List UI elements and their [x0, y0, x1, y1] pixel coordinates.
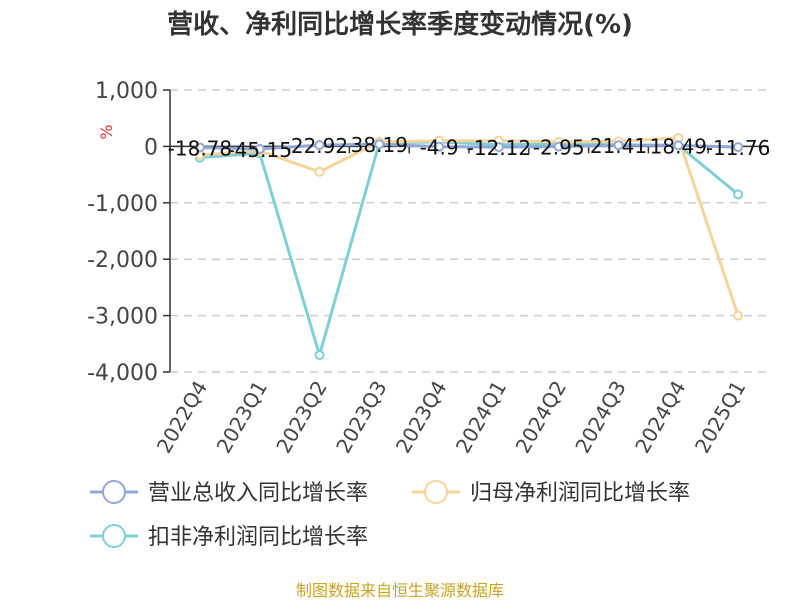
series-point — [553, 141, 564, 152]
legend-marker — [102, 480, 126, 504]
data-label: 38.19 — [351, 133, 408, 157]
y-tick-label: -1,000 — [87, 192, 158, 217]
y-tick-label: -2,000 — [87, 248, 158, 273]
series-point — [374, 139, 385, 150]
data-label: -18.78 — [168, 136, 232, 160]
x-tick-label: 2024Q1 — [451, 377, 511, 458]
data-label: 22.92 — [291, 134, 348, 158]
series-point — [673, 140, 684, 151]
x-tick-label: 2025Q1 — [690, 377, 750, 458]
y-tick-label: -4,000 — [87, 361, 158, 386]
series-point — [613, 140, 624, 151]
x-tick-label: 2023Q3 — [331, 377, 391, 458]
series-point — [733, 189, 744, 200]
x-tick-label: 2024Q4 — [630, 377, 690, 458]
y-tick-label: 1,000 — [95, 79, 158, 104]
legend-label: 扣非净利润同比增长率 — [148, 525, 368, 550]
y-axis-label: % — [97, 124, 116, 139]
legend-label: 归母净利润同比增长率 — [470, 481, 690, 506]
data-label: -4.9 — [420, 136, 459, 160]
data-label: -45.15 — [227, 138, 291, 162]
series-point — [733, 310, 744, 321]
series-line — [199, 142, 739, 151]
y-tick-label: 0 — [144, 135, 158, 160]
series-line — [199, 140, 740, 361]
x-tick-label: 2023Q1 — [212, 377, 272, 458]
x-tick-label: 2022Q4 — [152, 377, 212, 458]
series-point — [493, 142, 504, 153]
series-point — [314, 350, 325, 361]
data-source-note: 制图数据来自恒生聚源数据库 — [295, 581, 504, 600]
data-label: 21.41 — [590, 134, 647, 158]
series-point — [434, 141, 445, 152]
x-tick-label: 2023Q2 — [271, 377, 331, 458]
series-point — [314, 140, 325, 151]
series-line — [199, 136, 740, 317]
data-label: -11.76 — [706, 136, 770, 160]
series-point — [194, 142, 205, 153]
x-tick-label: 2023Q4 — [391, 376, 451, 457]
legend-label: 营业总收入同比增长率 — [148, 481, 368, 506]
legend-marker — [102, 524, 126, 548]
data-label: -12.12 — [467, 136, 531, 160]
chart-title: 营收、净利同比增长率季度变动情况(%) — [167, 10, 633, 40]
x-tick-label: 2024Q3 — [570, 377, 630, 458]
series-point — [314, 166, 325, 177]
y-tick-label: -3,000 — [87, 305, 158, 330]
legend-marker — [424, 480, 448, 504]
data-label: -2.95 — [533, 136, 585, 160]
x-tick-label: 2024Q2 — [511, 377, 571, 458]
data-label: 18.49 — [650, 134, 707, 158]
series-point — [733, 142, 744, 153]
series-point — [254, 143, 265, 154]
